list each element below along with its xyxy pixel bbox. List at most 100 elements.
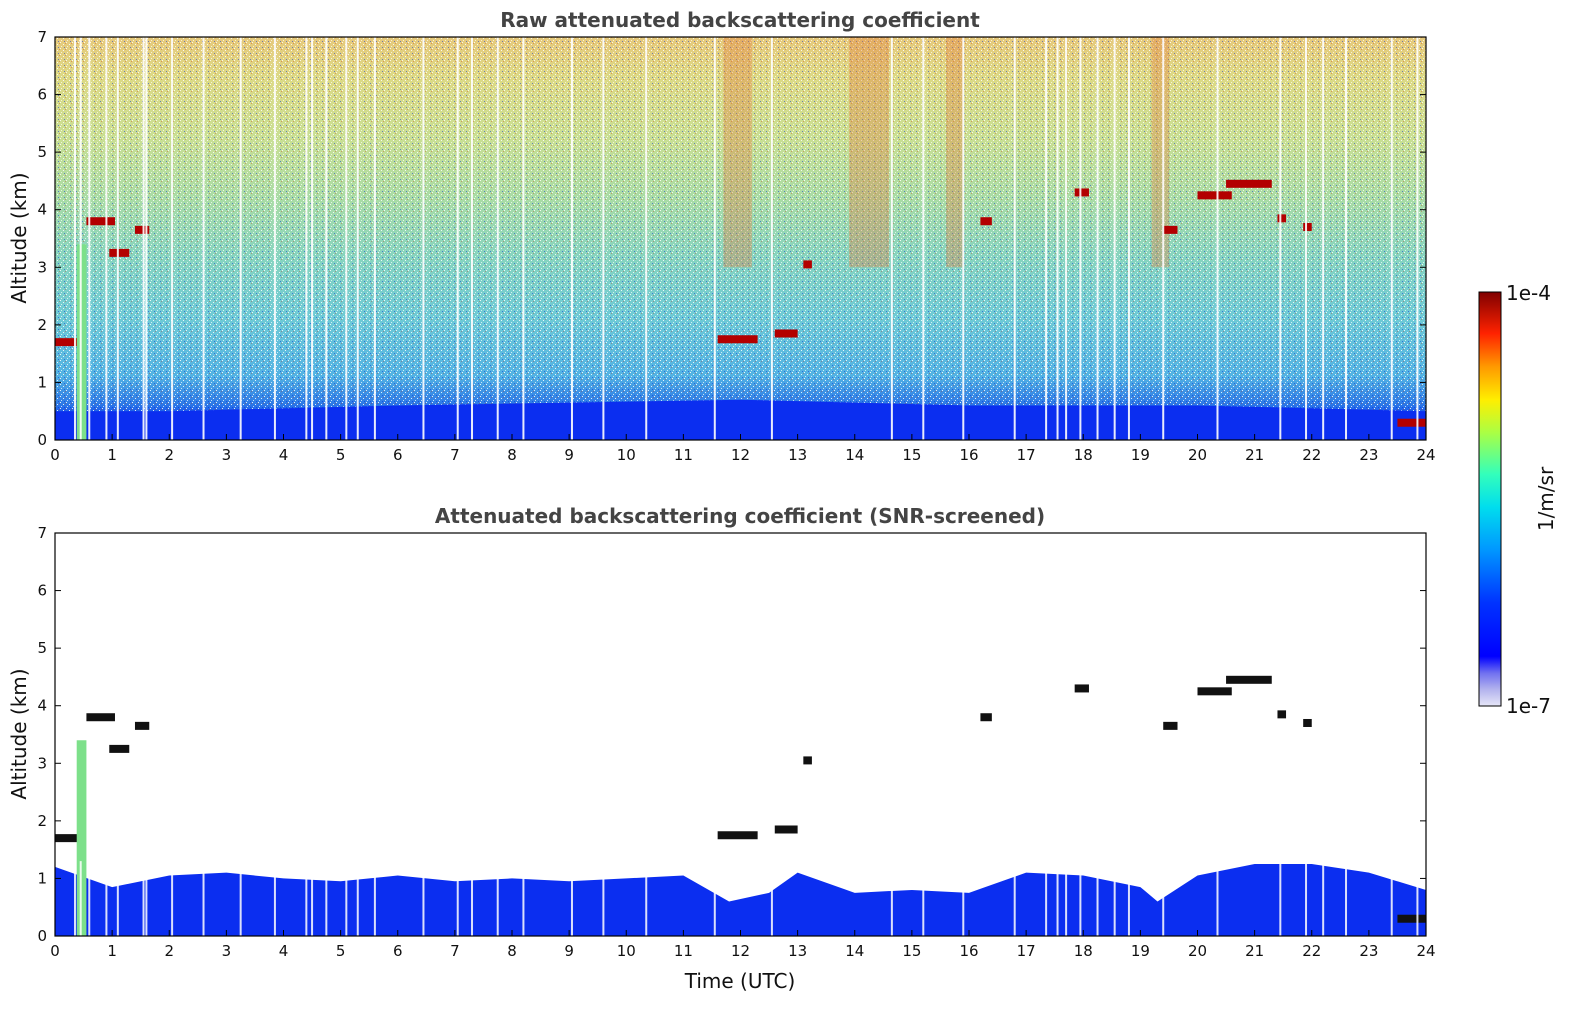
x-tick-label: 3 (222, 942, 232, 960)
x-tick-label: 10 (617, 942, 636, 960)
bottom-x-axis-label: Time (UTC) (684, 969, 796, 993)
y-tick-label: 3 (37, 754, 47, 772)
x-tick-label: 16 (959, 942, 978, 960)
bottom-background (55, 533, 1426, 936)
x-tick-label: 3 (222, 446, 232, 464)
x-tick-label: 4 (279, 446, 289, 464)
y-tick-label: 3 (37, 258, 47, 276)
x-tick-label: 21 (1245, 942, 1264, 960)
x-tick-label: 12 (731, 446, 750, 464)
cloud-layer (1163, 225, 1178, 234)
top-x-axis: 0 1 2 3 4 5 6 7 8 9 10 11 12 13 14 15 16 17 18 19 20 21 22 23 24 (50, 434, 1436, 464)
x-tick-label: 10 (617, 446, 636, 464)
bottom-y-axis: 0 1 2 3 4 5 6 7 (37, 524, 1426, 945)
colorbar-units-label: 1/m/sr (1534, 466, 1558, 531)
cloud-layer (1074, 188, 1089, 197)
x-tick-label: 0 (50, 942, 60, 960)
x-tick-label: 22 (1302, 942, 1321, 960)
x-tick-label: 19 (1131, 446, 1150, 464)
y-tick-label: 5 (37, 639, 47, 657)
x-tick-label: 15 (902, 446, 921, 464)
top-boundary-layer (55, 399, 1426, 440)
cloud-layer (134, 721, 150, 730)
x-tick-label: 19 (1131, 942, 1150, 960)
x-tick-label: 9 (564, 446, 574, 464)
x-tick-label: 21 (1245, 446, 1264, 464)
y-tick-label: 7 (37, 28, 47, 46)
top-high-noise-streaks (723, 37, 1169, 268)
top-plot-area (54, 36, 1427, 441)
aerosol-column (76, 740, 87, 936)
x-tick-label: 24 (1416, 942, 1435, 960)
x-tick-label: 17 (1017, 942, 1036, 960)
cloud-layer (86, 713, 115, 722)
y-tick-label: 0 (37, 431, 47, 449)
cloud-layer (980, 217, 992, 226)
cloud-layer (86, 217, 115, 226)
y-tick-label: 0 (37, 927, 47, 945)
boundary-layer-band (55, 399, 1426, 440)
cloud-layer (55, 834, 81, 843)
x-tick-label: 8 (507, 446, 517, 464)
colorbar-min-label: 1e-7 (1506, 694, 1551, 718)
cloud-layer (109, 248, 130, 257)
x-tick-label: 23 (1359, 446, 1378, 464)
cloud-layer (1226, 675, 1272, 684)
y-tick-label: 2 (37, 812, 47, 830)
bottom-panel-title: Attenuated backscattering coefficient (S… (435, 504, 1045, 528)
x-tick-label: 22 (1302, 446, 1321, 464)
cloud-layer (1303, 222, 1312, 231)
y-tick-label: 5 (37, 143, 47, 161)
x-tick-label: 23 (1359, 942, 1378, 960)
y-tick-label: 1 (37, 869, 47, 887)
bottom-x-axis: 0 1 2 3 4 5 6 7 8 9 10 11 12 13 14 15 16 17 18 19 20 21 22 23 24 (50, 930, 1436, 960)
x-tick-label: 5 (336, 942, 346, 960)
x-tick-label: 11 (674, 942, 693, 960)
y-tick-label: 7 (37, 524, 47, 542)
x-tick-label: 0 (50, 446, 60, 464)
bottom-boundary-layer (55, 864, 1426, 936)
bottom-cloud-layers (55, 675, 1426, 936)
cloud-layer (109, 744, 130, 753)
cloud-layer (774, 329, 798, 338)
cloud-layer (1074, 684, 1089, 693)
x-tick-label: 17 (1017, 446, 1036, 464)
cloud-layer (803, 756, 812, 765)
noise-streak (849, 37, 890, 268)
top-panel-title: Raw attenuated backscattering coefficien… (500, 8, 980, 32)
top-noise-speckle (55, 37, 1426, 440)
x-tick-label: 1 (107, 446, 117, 464)
x-tick-label: 7 (450, 446, 460, 464)
top-y-axis-label: Altitude (km) (7, 172, 31, 303)
x-tick-label: 14 (845, 446, 864, 464)
cloud-layer (55, 338, 81, 347)
y-tick-label: 4 (37, 201, 47, 219)
x-tick-label: 18 (1074, 942, 1093, 960)
x-tick-label: 14 (845, 942, 864, 960)
x-tick-label: 18 (1074, 446, 1093, 464)
x-tick-label: 4 (279, 942, 289, 960)
y-tick-label: 2 (37, 316, 47, 334)
colorbar: 1e-4 1e-7 1/m/sr (1478, 281, 1558, 718)
x-tick-label: 13 (788, 446, 807, 464)
cloud-layer (1277, 710, 1287, 719)
bottom-signal-gaps (73, 861, 1419, 936)
cloud-layer (1397, 914, 1426, 923)
y-tick-label: 6 (37, 582, 47, 600)
x-tick-label: 6 (393, 942, 403, 960)
cloud-layer (1163, 721, 1178, 730)
x-tick-label: 12 (731, 942, 750, 960)
x-tick-label: 15 (902, 942, 921, 960)
cloud-layer (980, 713, 992, 722)
x-tick-label: 2 (164, 942, 174, 960)
cloud-layer (1226, 179, 1272, 188)
cloud-layer (717, 335, 758, 344)
x-tick-label: 1 (107, 942, 117, 960)
top-signal-gaps (73, 37, 1419, 440)
x-tick-label: 20 (1188, 446, 1207, 464)
cloud-layer (803, 260, 812, 269)
cloud-layer (1277, 214, 1287, 223)
cloud-layer (717, 831, 758, 840)
x-tick-label: 5 (336, 446, 346, 464)
